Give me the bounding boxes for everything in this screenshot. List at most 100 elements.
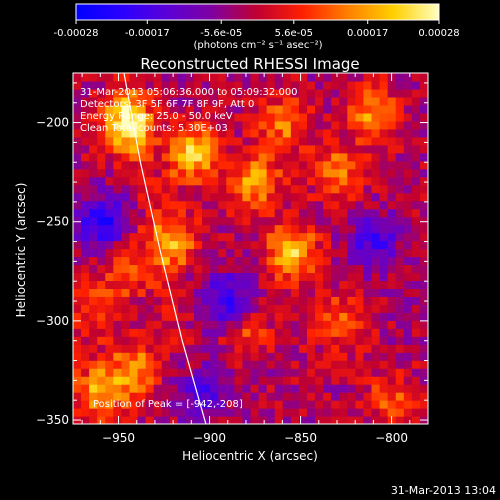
- heatmap-cell: [266, 120, 276, 130]
- heatmap-cell: [194, 304, 203, 313]
- heatmap-cell: [177, 232, 187, 242]
- heatmap-cell: [169, 328, 179, 337]
- heatmap-cell: [97, 200, 106, 210]
- heatmap-cell: [403, 384, 413, 393]
- heatmap-cell: [210, 400, 219, 409]
- heatmap-cell: [298, 192, 308, 202]
- heatmap-cell: [194, 296, 203, 305]
- heatmap-cell: [73, 264, 82, 274]
- heatmap-cell: [395, 136, 405, 146]
- heatmap-cell: [137, 104, 147, 114]
- heatmap-cell: [306, 384, 316, 393]
- heatmap-cell: [218, 224, 227, 234]
- heatmap-cell: [282, 320, 292, 329]
- heatmap-cell: [306, 416, 316, 424]
- heatmap-cell: [226, 344, 235, 353]
- heatmap-cell: [153, 224, 163, 234]
- heatmap-cell: [105, 224, 114, 234]
- heatmap-cell: [355, 73, 365, 82]
- heatmap-cell: [258, 288, 268, 297]
- heatmap-cell: [290, 120, 300, 130]
- heatmap-cell: [81, 336, 90, 345]
- heatmap-cell: [177, 288, 187, 297]
- heatmap-cell: [395, 240, 405, 250]
- heatmap-cell: [73, 96, 82, 106]
- heatmap-cell: [355, 320, 365, 329]
- heatmap-cell: [137, 280, 147, 289]
- heatmap-cell: [258, 184, 268, 194]
- heatmap-cell: [242, 336, 252, 345]
- heatmap-cell: [315, 344, 324, 353]
- heatmap-cell: [177, 88, 187, 98]
- heatmap-cell: [242, 248, 252, 258]
- heatmap-cell: [210, 232, 219, 242]
- heatmap-cell: [282, 304, 292, 313]
- heatmap-cell: [331, 200, 340, 210]
- heatmap-cell: [306, 264, 316, 274]
- heatmap-cell: [363, 328, 373, 337]
- heatmap-cell: [306, 120, 316, 130]
- heatmap-cell: [210, 104, 219, 114]
- heatmap-cell: [218, 280, 227, 289]
- heatmap-cell: [274, 384, 284, 393]
- heatmap-cell: [347, 88, 356, 98]
- heatmap-cell: [113, 160, 123, 170]
- heatmap-cell: [226, 320, 235, 329]
- heatmap-cell: [290, 384, 300, 393]
- heatmap-cell: [331, 296, 340, 305]
- heatmap-cell: [266, 280, 276, 289]
- heatmap-cell: [282, 248, 292, 258]
- heatmap-cell: [89, 248, 98, 258]
- heatmap-cell: [363, 224, 373, 234]
- heatmap-cell: [113, 144, 123, 154]
- heatmap-cell: [347, 208, 356, 218]
- heatmap-cell: [403, 272, 413, 282]
- heatmap-cell: [169, 392, 179, 401]
- heatmap-cell: [290, 272, 300, 282]
- heatmap-cell: [298, 80, 308, 90]
- heatmap-cell: [371, 312, 381, 321]
- heatmap-cell: [331, 88, 340, 98]
- heatmap-cell: [226, 376, 235, 385]
- heatmap-cell: [323, 136, 332, 146]
- heatmap-cell: [387, 136, 397, 146]
- heatmap-cell: [218, 336, 227, 345]
- heatmap-cell: [274, 336, 284, 345]
- heatmap-cell: [169, 128, 179, 138]
- heatmap-cell: [266, 408, 276, 417]
- heatmap-cell: [97, 136, 106, 146]
- heatmap-cell: [210, 280, 219, 289]
- heatmap-cell: [419, 280, 428, 289]
- x-axis-label: Heliocentric X (arcsec): [182, 449, 318, 463]
- heatmap-cell: [129, 208, 139, 218]
- heatmap-cell: [290, 392, 300, 401]
- heatmap-cell: [371, 280, 381, 289]
- heatmap-cell: [97, 384, 106, 393]
- heatmap-cell: [403, 280, 413, 289]
- heatmap-cell: [379, 136, 389, 146]
- heatmap-cell: [194, 344, 203, 353]
- heatmap-cell: [121, 168, 131, 178]
- heatmap-cell: [161, 328, 171, 337]
- heatmap-cell: [323, 408, 332, 417]
- heatmap-cell: [323, 392, 332, 401]
- heatmap-cell: [97, 192, 106, 202]
- heatmap-cell: [242, 96, 252, 106]
- heatmap-cell: [298, 336, 308, 345]
- heatmap-cell: [169, 88, 179, 98]
- heatmap-cell: [347, 360, 356, 369]
- heatmap-cell: [81, 248, 90, 258]
- heatmap-cell: [169, 296, 179, 305]
- heatmap-cell: [145, 304, 155, 313]
- heatmap-cell: [315, 73, 324, 82]
- heatmap-cell: [315, 184, 324, 194]
- heatmap-cell: [121, 368, 131, 377]
- heatmap-cell: [290, 224, 300, 234]
- heatmap-cell: [145, 120, 155, 130]
- heatmap-cell: [194, 280, 203, 289]
- heatmap-cell: [339, 416, 348, 424]
- heatmap-cell: [169, 168, 179, 178]
- heatmap-cell: [323, 280, 332, 289]
- heatmap-cell: [411, 416, 421, 424]
- heatmap-cell: [371, 368, 381, 377]
